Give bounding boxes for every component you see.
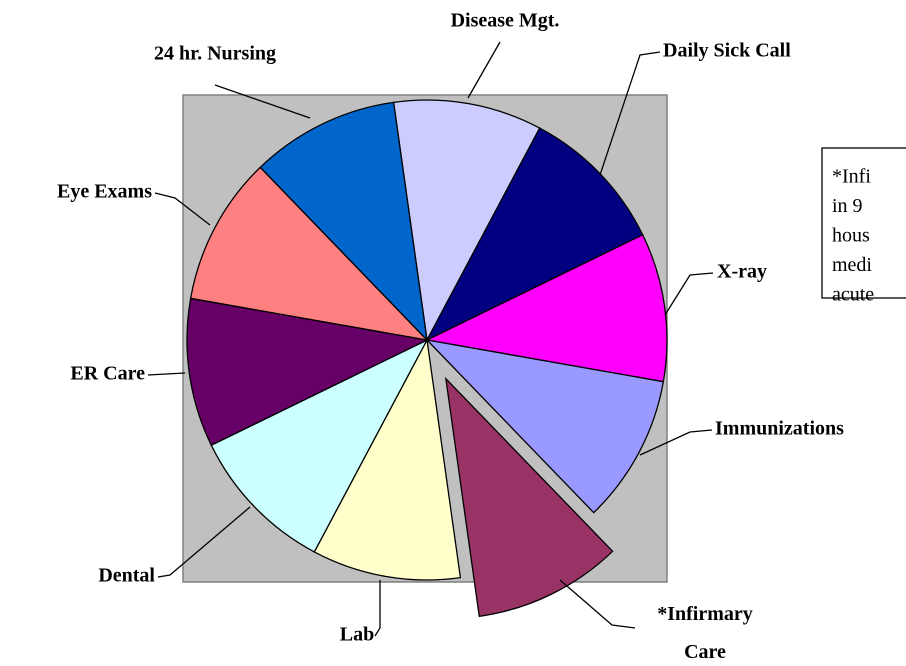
pie-slice	[259, 101, 428, 342]
slice-label: Dental	[98, 565, 155, 587]
leader-line	[157, 506, 251, 578]
leader-line	[467, 41, 501, 99]
note-line: medi	[832, 254, 872, 276]
pie-slice	[186, 297, 430, 447]
note-line: *Infi	[832, 166, 871, 188]
pie-slice	[425, 127, 644, 342]
note-line: hous	[832, 225, 870, 247]
pie-slice	[424, 233, 668, 383]
leader-lines	[147, 41, 714, 637]
pie-slice	[313, 337, 462, 581]
pie	[186, 99, 668, 618]
slice-label: Lab	[340, 624, 374, 646]
slice-label: Disease Mgt.	[451, 10, 560, 32]
leader-line	[559, 579, 636, 629]
slice-label: Daily Sick Call	[663, 40, 791, 62]
slice-label: ER Care	[70, 363, 145, 385]
slice-label: X-ray	[717, 261, 767, 283]
leader-line	[639, 429, 713, 456]
leader-line	[664, 272, 714, 316]
note-box	[821, 147, 906, 299]
slice-label: 24 hr. Nursing	[154, 43, 276, 65]
slice-label: Immunizations	[715, 418, 844, 440]
leader-line	[214, 84, 311, 119]
leader-line	[374, 580, 381, 637]
note-line: in 9	[832, 195, 863, 217]
pie-slice	[392, 99, 541, 343]
note-line: acute	[832, 284, 874, 306]
note: *Infi in 9 hous medi acute	[832, 166, 874, 306]
slice-label: Eye Exams	[57, 181, 152, 203]
slice-label: *Infirmary Care	[657, 603, 753, 663]
leader-line	[154, 192, 211, 226]
pie-slice	[425, 339, 665, 514]
leader-line	[599, 51, 661, 176]
pie-slice	[444, 376, 614, 618]
pie-slice	[189, 166, 429, 341]
pie-slice	[210, 338, 429, 553]
leader-line	[147, 372, 186, 376]
